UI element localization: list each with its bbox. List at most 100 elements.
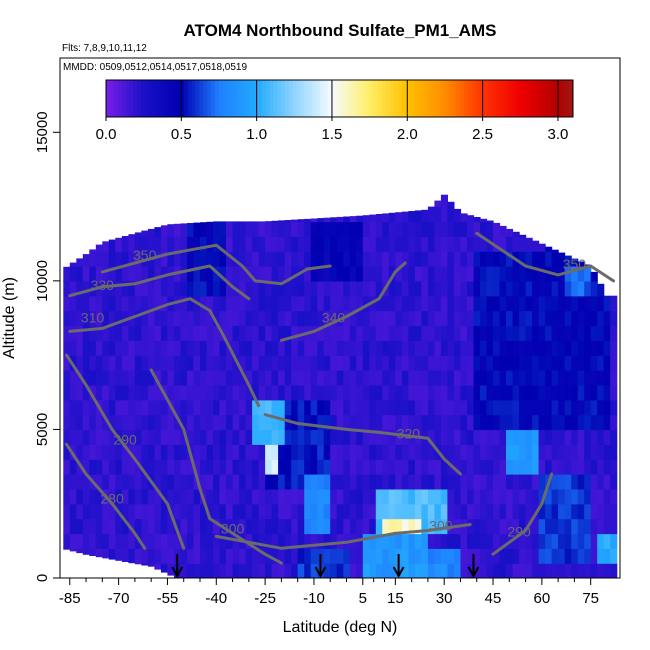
- heatmap-cell: [584, 518, 592, 535]
- heatmap-cell: [545, 325, 553, 341]
- x-tick-label: -25: [254, 590, 276, 607]
- heatmap-cell: [141, 325, 149, 341]
- heatmap-cell: [362, 429, 370, 445]
- heatmap-cell: [349, 236, 357, 252]
- heatmap-cell: [310, 563, 318, 578]
- heatmap-cell: [323, 217, 331, 223]
- heatmap-cell: [493, 503, 501, 520]
- heatmap-cell: [434, 370, 442, 386]
- heatmap-cell: [134, 518, 142, 535]
- heatmap-cell: [128, 488, 136, 505]
- heatmap-cell: [330, 221, 338, 237]
- heatmap-cell: [245, 340, 253, 356]
- heatmap-cell: [382, 518, 390, 535]
- heatmap-cell: [89, 325, 97, 341]
- heatmap-cell: [232, 444, 240, 460]
- heatmap-cell: [349, 518, 357, 535]
- heatmap-cell: [603, 325, 611, 341]
- heatmap-cell: [180, 488, 188, 505]
- heatmap-cell: [349, 414, 357, 431]
- heatmap-cell: [486, 533, 494, 549]
- heatmap-cell: [82, 503, 90, 520]
- heatmap-cell: [375, 518, 383, 535]
- heatmap-cell: [95, 518, 103, 535]
- heatmap-cell: [506, 459, 514, 475]
- colorbar-segment: [370, 80, 376, 117]
- heatmap-cell: [590, 459, 598, 475]
- heatmap-cell: [82, 295, 90, 312]
- heatmap-cell: [467, 503, 475, 520]
- heatmap-cell: [460, 399, 468, 416]
- heatmap-cell: [297, 399, 305, 416]
- heatmap-cell: [336, 518, 344, 535]
- heatmap-cell: [395, 414, 403, 431]
- contour-label: 300: [429, 518, 453, 534]
- heatmap-cell: [564, 474, 572, 490]
- heatmap-cell: [467, 221, 475, 237]
- contour-line: [149, 368, 283, 565]
- heatmap-cell: [473, 414, 481, 431]
- heatmap-cell: [239, 266, 247, 282]
- heatmap-cell: [356, 414, 364, 431]
- heatmap-cell: [421, 474, 429, 490]
- colorbar-segment: [292, 80, 298, 117]
- heatmap-cell: [447, 414, 455, 431]
- heatmap-cell: [291, 325, 299, 341]
- heatmap-cell: [369, 214, 377, 222]
- heatmap-cell: [551, 310, 559, 327]
- heatmap-cell: [147, 295, 155, 312]
- colorbar-segment: [191, 80, 197, 117]
- heatmap-cell: [245, 488, 253, 505]
- heatmap-cell: [258, 325, 266, 341]
- heatmap-cell: [304, 340, 312, 356]
- colorbar-segment: [137, 80, 142, 117]
- colorbar-segment: [565, 80, 570, 117]
- heatmap-cell: [108, 266, 116, 282]
- heatmap-cell: [551, 429, 559, 445]
- heatmap-cell: [128, 444, 136, 460]
- heatmap-cell: [362, 221, 370, 237]
- heatmap-cell: [63, 340, 71, 356]
- heatmap-cell: [499, 310, 507, 327]
- heatmap-cell: [375, 340, 383, 356]
- heatmap-cell: [200, 251, 208, 267]
- heatmap-cell: [95, 474, 103, 490]
- heatmap-cell: [258, 474, 266, 490]
- heatmap-cell: [330, 217, 338, 223]
- heatmap-cell: [69, 280, 77, 297]
- heatmap-cell: [480, 251, 488, 267]
- heatmap-cell: [564, 399, 572, 416]
- heatmap-cell: [532, 310, 540, 327]
- heatmap-cell: [310, 251, 318, 267]
- heatmap-cell: [271, 533, 279, 549]
- heatmap-cell: [258, 459, 266, 475]
- heatmap-cell: [369, 310, 377, 327]
- heatmap-cell: [95, 384, 103, 401]
- heatmap-cell: [584, 488, 592, 505]
- heatmap-cell: [297, 488, 305, 505]
- heatmap-cell: [532, 429, 540, 445]
- heatmap-cell: [434, 548, 442, 564]
- heatmap-cell: [108, 355, 116, 371]
- heatmap-cell: [427, 251, 435, 267]
- heatmap-cell: [69, 474, 77, 490]
- heatmap-cell: [564, 563, 572, 578]
- heatmap-cell: [284, 325, 292, 341]
- heatmap-cell: [258, 548, 266, 564]
- heatmap-cell: [408, 251, 416, 267]
- heatmap-cell: [141, 399, 149, 416]
- heatmap-cell: [69, 340, 77, 356]
- heatmap-cell: [180, 533, 188, 549]
- heatmap-cell: [447, 221, 455, 237]
- heatmap-cell: [89, 340, 97, 356]
- heatmap-cell: [187, 384, 195, 401]
- heatmap-cell: [532, 444, 540, 460]
- heatmap-cell: [147, 384, 155, 401]
- heatmap-cell: [408, 236, 416, 252]
- heatmap-cell: [160, 444, 168, 460]
- heatmap-cell: [76, 548, 84, 554]
- contour-label: 280: [100, 491, 124, 507]
- colorbar-segment: [530, 80, 535, 117]
- colorbar-segment: [129, 80, 134, 117]
- heatmap-cell: [401, 340, 409, 356]
